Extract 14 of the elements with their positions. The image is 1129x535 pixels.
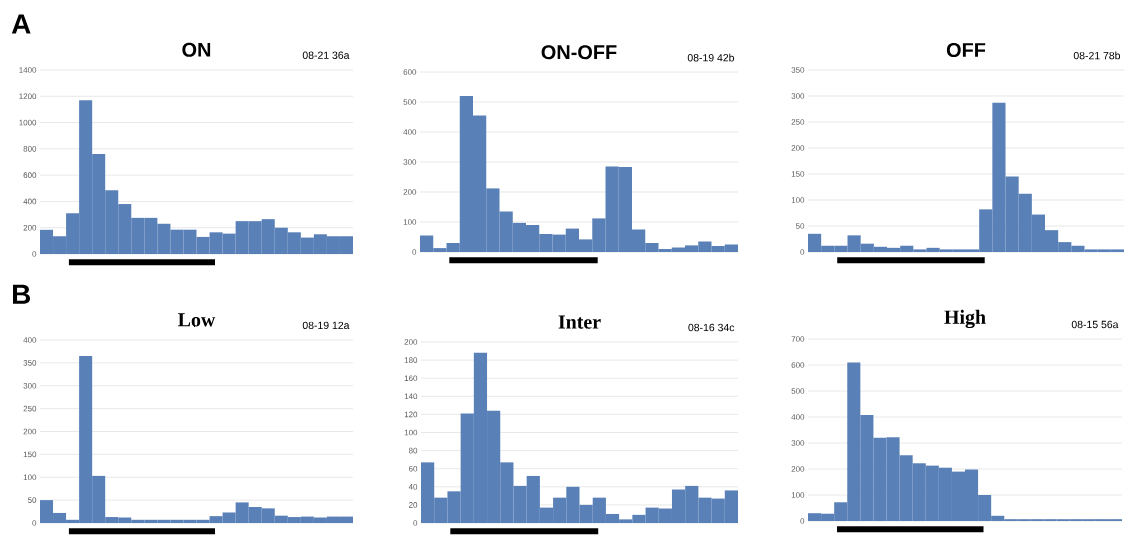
chart-subtitle: 08-19 12a	[302, 321, 350, 330]
chart-subtitle: 08-21 78b	[1073, 51, 1121, 60]
text: A	[11, 14, 31, 34]
chart-title: OFF	[946, 42, 986, 58]
chart-title: Inter	[558, 315, 601, 329]
chart-title: ON-OFF	[541, 45, 617, 60]
text: B	[13, 284, 31, 304]
chart-title: Low	[178, 313, 216, 327]
chart-subtitle: 08-21 36a	[302, 51, 350, 59]
chart-title: ON	[182, 42, 211, 57]
chart-subtitle: 08-15 56a	[1071, 320, 1119, 329]
chart-subtitle: 08-16 34c	[688, 323, 735, 332]
chart-subtitle: 08-19 42b	[687, 53, 735, 62]
chart-title: High	[944, 309, 986, 329]
